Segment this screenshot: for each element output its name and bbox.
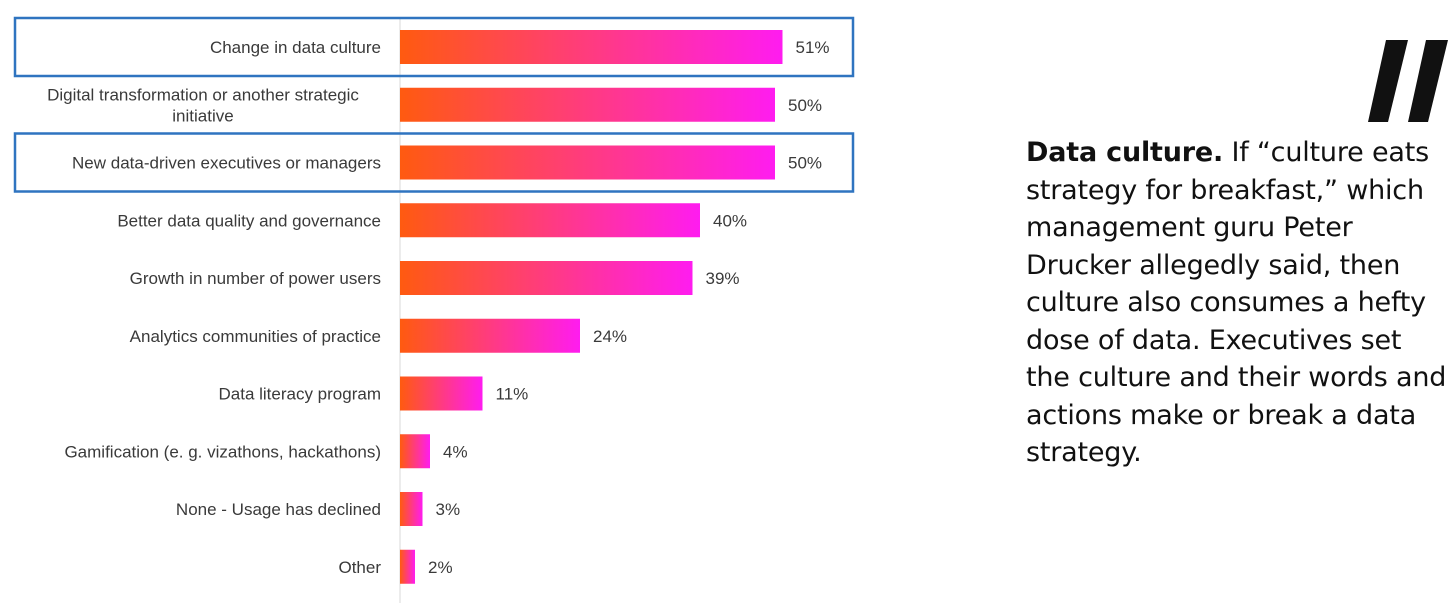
value-label: 39% — [706, 269, 740, 288]
quote-lead: Data culture. — [1026, 137, 1224, 168]
bar — [400, 549, 415, 584]
value-label: 2% — [428, 558, 453, 577]
value-label: 50% — [788, 96, 822, 115]
bar — [400, 203, 700, 238]
highlight-box — [13, 132, 855, 193]
category-label: New data-driven executives or managers — [72, 154, 381, 173]
category-label: Other — [338, 558, 381, 577]
category-label: None - Usage has declined — [176, 500, 381, 519]
quotation-marks-icon — [1368, 40, 1448, 122]
bar — [400, 87, 775, 122]
value-label: 4% — [443, 442, 468, 461]
bar — [400, 492, 423, 526]
value-label: 3% — [436, 500, 461, 519]
category-label: Digital transformation or another strate… — [47, 85, 359, 125]
value-label: 24% — [593, 327, 627, 346]
category-label-line: Digital transformation or another strate… — [47, 85, 359, 104]
category-label-line: New data-driven executives or managers — [72, 154, 381, 173]
bar — [400, 318, 580, 353]
category-label-line: None - Usage has declined — [176, 500, 381, 519]
highlight-box — [13, 16, 855, 78]
category-label-line: Other — [338, 558, 381, 577]
category-label-line: initiative — [172, 106, 233, 125]
category-label-line: Gamification (e. g. vizathons, hackathon… — [64, 442, 381, 461]
quote-body: If “culture eats strategy for breakfast,… — [1026, 137, 1447, 468]
quote-text: Data culture. If “culture eats strategy … — [1026, 134, 1450, 472]
bar-chart: Change in data culture Digital transforma… — [13, 16, 855, 603]
category-label: Data literacy program — [218, 385, 381, 404]
category-label: Analytics communities of practice — [130, 327, 381, 346]
category-label: Gamification (e. g. vizathons, hackathon… — [64, 442, 381, 461]
bar — [400, 376, 483, 411]
bar — [400, 145, 775, 180]
category-label-line: Better data quality and governance — [117, 211, 381, 230]
bar — [400, 434, 430, 469]
category-label: Growth in number of power users — [130, 269, 381, 288]
category-label: Change in data culture — [210, 38, 381, 57]
bar — [400, 261, 693, 295]
value-label: 51% — [796, 38, 830, 57]
category-label: Better data quality and governance — [117, 211, 381, 230]
value-label: 40% — [713, 211, 747, 230]
bar — [400, 30, 783, 64]
category-label-line: Analytics communities of practice — [130, 327, 381, 346]
category-label-line: Change in data culture — [210, 38, 381, 57]
category-label-line: Data literacy program — [218, 385, 381, 404]
value-label: 50% — [788, 154, 822, 173]
value-label: 11% — [496, 385, 529, 404]
category-label-line: Growth in number of power users — [130, 269, 381, 288]
